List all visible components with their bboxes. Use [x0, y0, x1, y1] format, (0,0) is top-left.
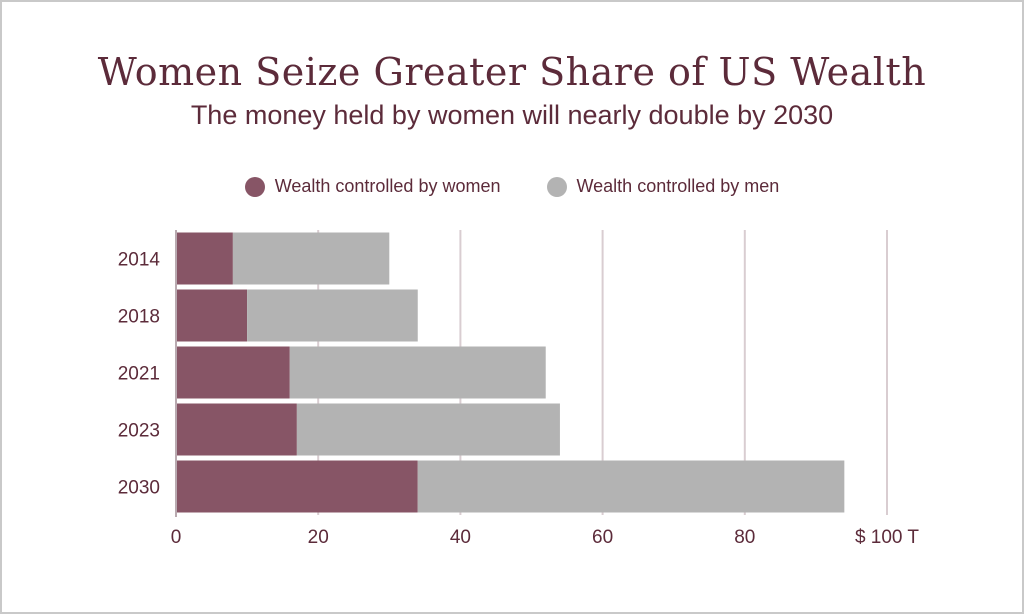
chart-subtitle: The money held by women will nearly doub…	[190, 100, 834, 130]
bar-women-2018	[176, 289, 248, 342]
legend-swatch-women	[244, 176, 265, 197]
legend-item-men: Wealth controlled by men	[546, 176, 780, 197]
x-tick-label-40: 40	[450, 527, 471, 548]
legend-label-women: Wealth controlled by women	[274, 176, 501, 196]
bar-women-2021	[176, 346, 290, 399]
x-tick-label-20: 20	[308, 527, 329, 548]
bar-men-2023	[296, 403, 560, 456]
bar-men-2030	[417, 460, 845, 513]
bar-women-2023	[176, 403, 297, 456]
category-label-2018: 2018	[118, 307, 160, 328]
bar-women-2014	[176, 232, 233, 285]
bar-men-2014	[232, 232, 390, 285]
legend-item-women: Wealth controlled by women	[244, 176, 501, 197]
x-tick-label-60: 60	[592, 527, 613, 548]
category-label-2023: 2023	[118, 421, 160, 442]
category-label-2021: 2021	[118, 364, 160, 385]
x-tick-label-80: 80	[734, 527, 755, 548]
bar-men-2018	[247, 289, 418, 342]
legend-swatch-men	[546, 176, 567, 197]
x-tick-label-0: 0	[171, 527, 182, 548]
legend: Wealth controlled by women Wealth contro…	[0, 176, 1024, 197]
chart-title: Women Seize Greater Share of US Wealth	[97, 50, 927, 94]
bar-women-2030	[176, 460, 418, 513]
legend-label-men: Wealth controlled by men	[576, 176, 780, 196]
category-label-2014: 2014	[118, 250, 161, 271]
category-label-2030: 2030	[118, 478, 160, 499]
x-tick-label-100: $ 100 T	[855, 527, 919, 548]
bar-men-2021	[289, 346, 546, 399]
